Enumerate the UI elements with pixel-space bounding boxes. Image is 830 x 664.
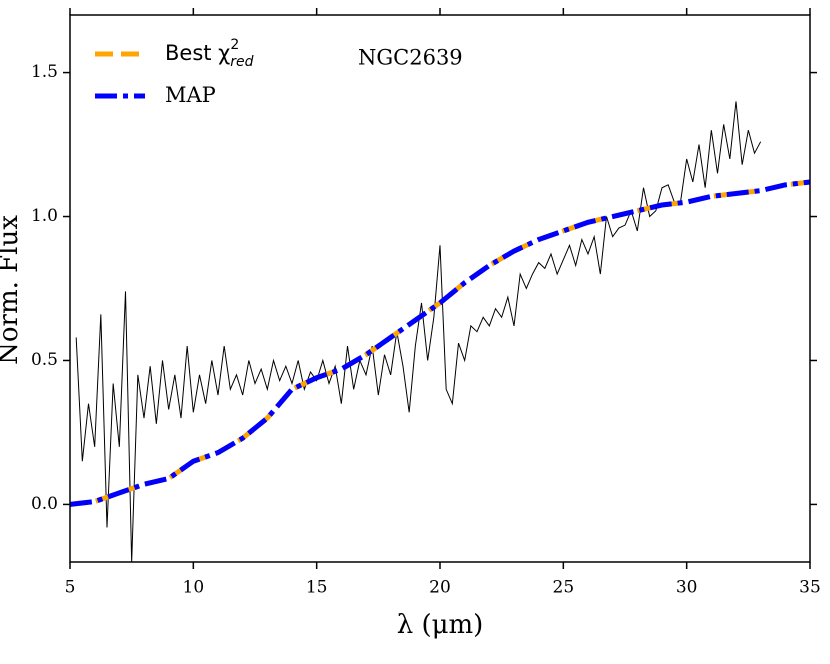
- x-tick-label: 5: [65, 578, 76, 598]
- model-line: [70, 179, 810, 507]
- legend-sup: 2: [230, 37, 239, 53]
- y-tick-label: 1.0: [31, 206, 58, 226]
- x-tick-label: 15: [306, 578, 328, 598]
- legend-label: MAP: [165, 83, 216, 107]
- legend-sub: red: [230, 54, 253, 70]
- model-line: [70, 179, 810, 507]
- legend-label: Best χ2 red: [165, 37, 254, 70]
- x-tick-label: 25: [553, 578, 575, 598]
- annotation: NGC2639: [358, 46, 463, 70]
- y-tick-label: 0.5: [31, 350, 58, 370]
- legend-name: MAP: [165, 83, 216, 107]
- x-tick-label: 20: [429, 578, 451, 598]
- y-tick-label: 1.5: [31, 62, 58, 82]
- x-tick-label: 35: [799, 578, 821, 598]
- y-axis-label: Norm. Flux: [0, 215, 24, 365]
- spectrum-line: [75, 101, 762, 562]
- y-tick-label: 0.0: [31, 494, 58, 514]
- plot-frame: [69, 14, 811, 563]
- x-axis-label: λ (μm): [397, 610, 484, 640]
- legend-name: Best χ: [165, 41, 230, 65]
- x-tick-label: 10: [183, 578, 205, 598]
- x-tick-label: 30: [676, 578, 698, 598]
